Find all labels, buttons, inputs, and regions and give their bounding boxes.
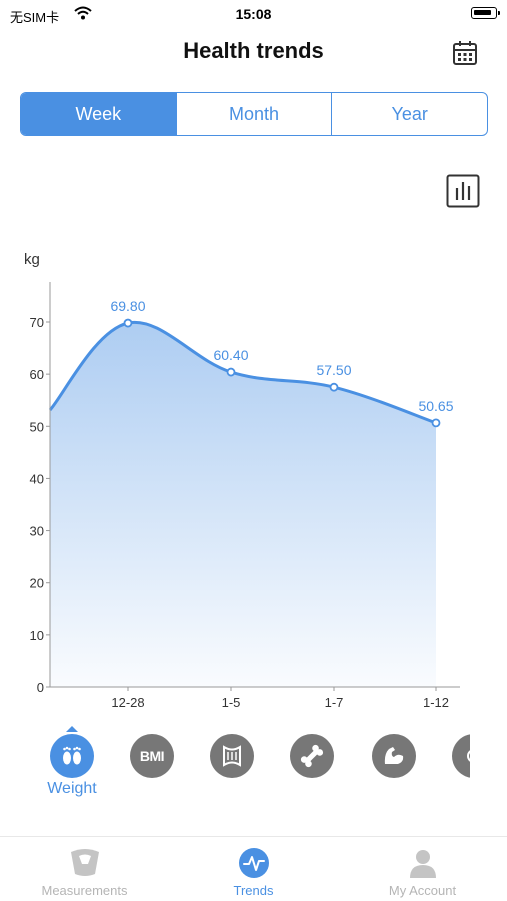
tab-year[interactable]: Year [331, 93, 487, 135]
y-tick-label: 50 [30, 419, 44, 434]
data-label: 69.80 [110, 298, 145, 314]
metric-body-fat-button[interactable] [210, 734, 254, 778]
wifi-icon [74, 6, 92, 25]
selected-metric-caret [66, 726, 78, 732]
scale-icon [70, 849, 99, 876]
metric-bmi-button[interactable]: BMI [130, 734, 174, 778]
x-tick-label: 1-7 [325, 695, 344, 710]
status-bar: 无SIM卡 15:08 [0, 0, 507, 30]
data-point [329, 382, 339, 392]
y-tick-label: 30 [30, 524, 44, 539]
x-tick-label: 1-5 [222, 695, 241, 710]
nav-my-account-label: My Account [388, 883, 457, 898]
page-title: Health trends [183, 38, 324, 63]
metric-selector: Weight BMI [0, 724, 470, 804]
y-tick-label: 70 [30, 315, 44, 330]
bmi-icon: BMI [139, 748, 165, 764]
tab-month[interactable]: Month [175, 93, 332, 135]
muscle-icon [384, 747, 404, 764]
data-label: 50.65 [418, 398, 453, 414]
y-axis-label: kg [24, 251, 40, 268]
nav-measurements-label: Measurements [41, 883, 128, 898]
nav-my-account[interactable]: My Account [338, 837, 507, 901]
data-point [431, 418, 441, 428]
y-tick-label: 10 [30, 628, 44, 643]
bottom-tab-bar: Measurements Trends My Account [0, 836, 507, 901]
metric-bone-button[interactable] [290, 734, 334, 778]
y-tick-label: 60 [30, 367, 44, 382]
trend-chart-svg: kg 0 10 20 30 40 50 60 70 12-28 1-5 1-7 1-12 69.80 6… [24, 251, 460, 710]
weight-area [50, 322, 436, 687]
nav-trends-label: Trends [233, 883, 274, 898]
metric-weight-button[interactable] [50, 734, 94, 778]
tab-week[interactable]: Week [21, 93, 176, 135]
x-tick-label: 12-28 [111, 695, 144, 710]
data-label: 57.50 [316, 362, 351, 378]
period-tabs: Week Month Year [20, 92, 488, 136]
more-metric-icon [467, 750, 470, 762]
battery-icon [471, 7, 500, 19]
metric-more-button[interactable] [452, 734, 470, 778]
weight-trend-chart: kg 0 10 20 30 40 50 60 70 12-28 1-5 1-7 1-12 69.80 6… [0, 230, 507, 720]
metric-muscle-button[interactable] [372, 734, 416, 778]
y-tick-label: 20 [30, 576, 44, 591]
status-time: 15:08 [235, 6, 272, 22]
person-icon [409, 850, 436, 878]
data-point [123, 318, 133, 328]
nav-trends[interactable]: Trends [169, 837, 338, 901]
calendar-icon[interactable] [452, 40, 478, 66]
x-tick-label: 1-12 [423, 695, 449, 710]
y-tick-label: 40 [30, 471, 44, 486]
y-tick-label: 0 [37, 680, 44, 695]
body-fat-icon [223, 745, 241, 767]
nav-measurements[interactable]: Measurements [0, 837, 169, 901]
carrier-label: 无SIM卡 [10, 10, 60, 25]
data-label: 60.40 [213, 347, 248, 363]
footprints-icon [63, 746, 81, 765]
trends-icon [238, 848, 269, 878]
bar-chart-icon[interactable] [446, 174, 480, 208]
bone-icon [300, 744, 324, 768]
data-point [226, 367, 236, 377]
metric-weight-label: Weight [47, 780, 97, 797]
